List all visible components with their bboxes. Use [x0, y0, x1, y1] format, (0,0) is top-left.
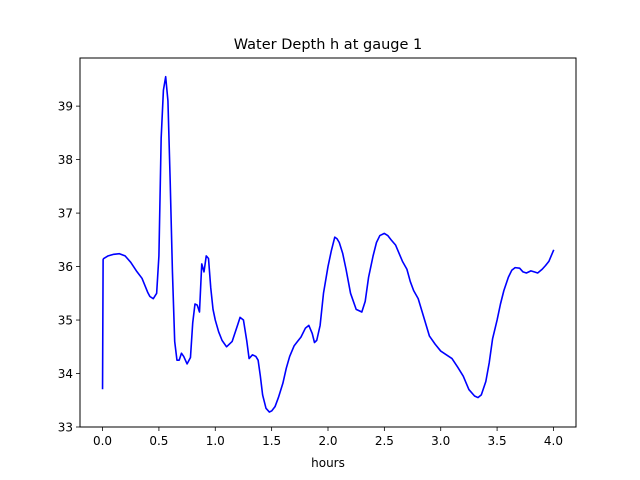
x-tick-label: 3.5: [488, 434, 507, 448]
x-tick-label: 0.5: [149, 434, 168, 448]
y-axis: 33 34 35 36 37 38 39: [58, 100, 80, 435]
x-axis: 0.0 0.5 1.0 1.5 2.0 2.5 3.0 3.5 4.0: [93, 427, 563, 448]
y-tick-label: 35: [58, 314, 73, 328]
x-tick-label: 3.0: [431, 434, 450, 448]
x-tick-label: 1.0: [206, 434, 225, 448]
y-tick-label: 36: [58, 260, 73, 274]
y-tick-label: 37: [58, 207, 73, 221]
x-tick-label: 2.0: [318, 434, 337, 448]
x-tick-label: 2.5: [375, 434, 394, 448]
x-tick-label: 1.5: [262, 434, 281, 448]
x-tick-label: 4.0: [544, 434, 563, 448]
x-axis-label: hours: [311, 456, 345, 470]
chart-title: Water Depth h at gauge 1: [234, 37, 422, 53]
x-tick-label: 0.0: [93, 434, 112, 448]
y-tick-label: 33: [58, 421, 73, 435]
y-tick-label: 39: [58, 100, 73, 114]
series-layer: [101, 75, 555, 413]
series-line-1: [101, 75, 555, 413]
y-tick-label: 34: [58, 367, 73, 381]
y-tick-label: 38: [58, 153, 73, 167]
